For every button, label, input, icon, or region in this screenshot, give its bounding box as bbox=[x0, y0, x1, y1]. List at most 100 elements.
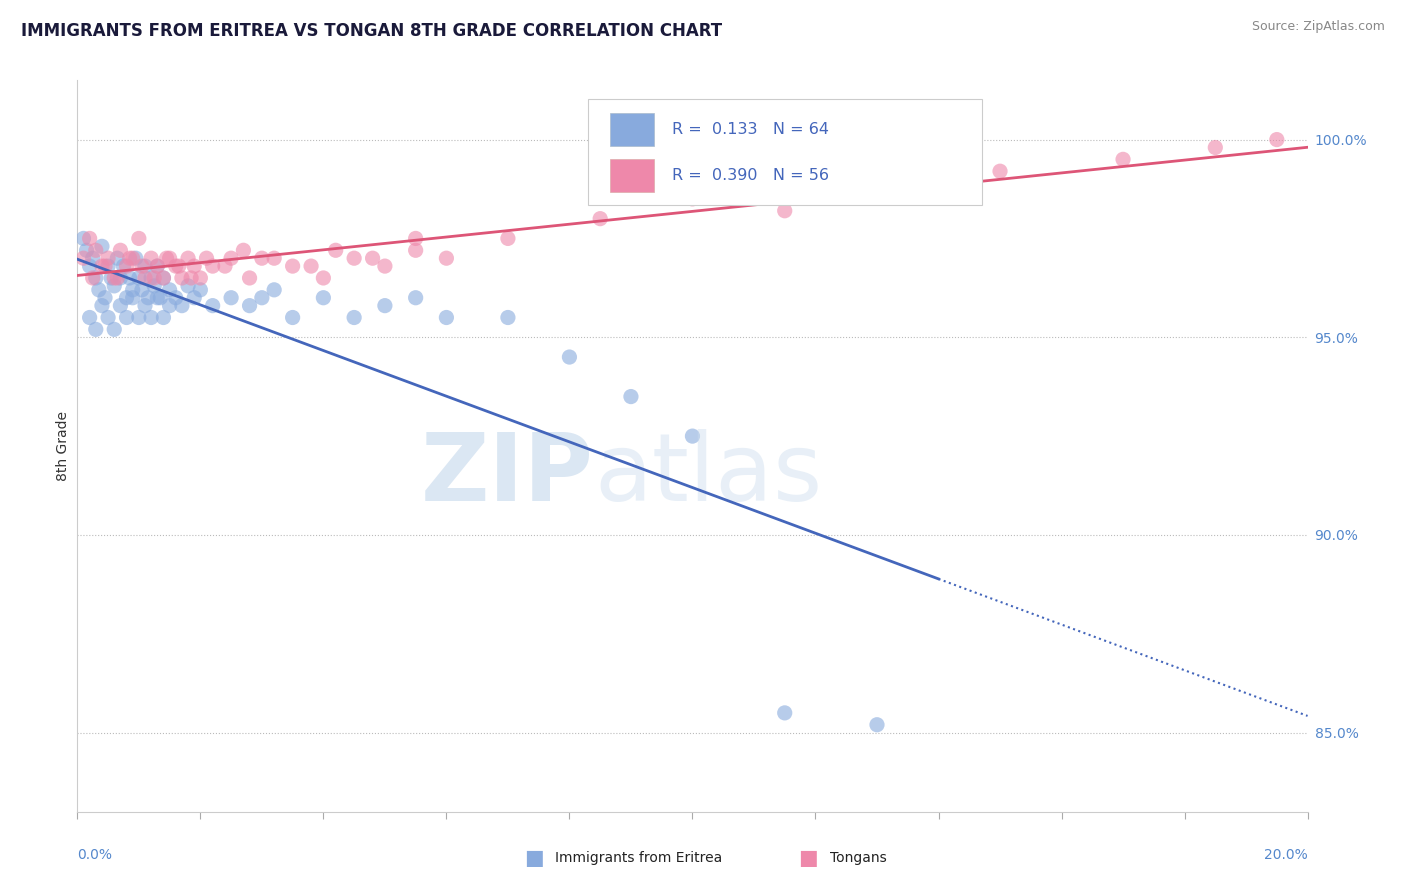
Point bbox=[374, 299, 396, 313]
Point bbox=[115, 310, 138, 325]
Point bbox=[180, 271, 202, 285]
Point bbox=[134, 259, 156, 273]
FancyBboxPatch shape bbox=[610, 112, 654, 145]
Point bbox=[103, 322, 125, 336]
Point bbox=[325, 244, 347, 258]
Point bbox=[159, 283, 181, 297]
Point bbox=[312, 291, 335, 305]
Point bbox=[118, 271, 141, 285]
Point bbox=[405, 231, 427, 245]
Point bbox=[155, 251, 177, 265]
Point bbox=[239, 299, 262, 313]
Point bbox=[115, 291, 138, 305]
Text: Source: ZipAtlas.com: Source: ZipAtlas.com bbox=[1251, 20, 1385, 33]
Text: IMMIGRANTS FROM ERITREA VS TONGAN 8TH GRADE CORRELATION CHART: IMMIGRANTS FROM ERITREA VS TONGAN 8TH GR… bbox=[21, 22, 723, 40]
Text: 20.0%: 20.0% bbox=[1264, 848, 1308, 863]
Text: atlas: atlas bbox=[595, 429, 823, 521]
Point bbox=[374, 259, 396, 273]
Point bbox=[84, 271, 107, 285]
Point bbox=[141, 251, 163, 265]
Point bbox=[250, 251, 273, 265]
Point bbox=[558, 350, 581, 364]
Point bbox=[128, 231, 150, 245]
Point bbox=[219, 251, 242, 265]
Point bbox=[165, 291, 187, 305]
Point bbox=[190, 283, 212, 297]
Point bbox=[131, 283, 153, 297]
Point bbox=[97, 259, 120, 273]
Point bbox=[620, 390, 643, 404]
Point bbox=[84, 244, 107, 258]
FancyBboxPatch shape bbox=[610, 159, 654, 192]
Point bbox=[263, 251, 285, 265]
Point bbox=[214, 259, 236, 273]
Point bbox=[149, 291, 172, 305]
Point bbox=[436, 251, 458, 265]
Point bbox=[312, 271, 335, 285]
Point bbox=[170, 299, 193, 313]
Point bbox=[125, 251, 148, 265]
Point bbox=[128, 271, 150, 285]
Point bbox=[110, 299, 132, 313]
Point bbox=[773, 706, 796, 720]
Point bbox=[152, 271, 174, 285]
Point bbox=[682, 192, 704, 206]
Point bbox=[165, 259, 187, 273]
Point bbox=[159, 251, 181, 265]
Point bbox=[159, 299, 181, 313]
Point bbox=[281, 310, 304, 325]
Point bbox=[589, 211, 612, 226]
Point bbox=[167, 259, 190, 273]
Point bbox=[773, 203, 796, 218]
Point bbox=[232, 244, 254, 258]
Point bbox=[72, 231, 94, 245]
Point bbox=[177, 278, 200, 293]
Point bbox=[343, 251, 366, 265]
Point bbox=[103, 271, 125, 285]
Point bbox=[105, 251, 128, 265]
Point bbox=[299, 259, 322, 273]
Point bbox=[866, 717, 889, 731]
Point bbox=[183, 291, 205, 305]
Point bbox=[103, 278, 125, 293]
Point bbox=[281, 259, 304, 273]
Point bbox=[183, 259, 205, 273]
Text: ■: ■ bbox=[524, 848, 544, 868]
Point bbox=[201, 299, 224, 313]
Point bbox=[1204, 140, 1226, 154]
Text: Immigrants from Eritrea: Immigrants from Eritrea bbox=[555, 851, 723, 865]
Point bbox=[134, 299, 156, 313]
Text: R =  0.133   N = 64: R = 0.133 N = 64 bbox=[672, 122, 828, 136]
Point bbox=[136, 291, 159, 305]
Point bbox=[79, 310, 101, 325]
Point bbox=[988, 164, 1011, 178]
Point bbox=[141, 310, 163, 325]
Point bbox=[82, 251, 104, 265]
Point bbox=[170, 271, 193, 285]
Text: 0.0%: 0.0% bbox=[77, 848, 112, 863]
Point bbox=[361, 251, 384, 265]
Point bbox=[97, 310, 120, 325]
Point bbox=[405, 291, 427, 305]
Point bbox=[121, 291, 143, 305]
Point bbox=[201, 259, 224, 273]
Point bbox=[115, 259, 138, 273]
FancyBboxPatch shape bbox=[588, 99, 981, 204]
Point bbox=[866, 180, 889, 194]
Text: R =  0.390   N = 56: R = 0.390 N = 56 bbox=[672, 168, 828, 183]
Point bbox=[1112, 153, 1135, 167]
Point bbox=[94, 291, 117, 305]
Point bbox=[90, 299, 114, 313]
Point bbox=[110, 244, 132, 258]
Point bbox=[72, 251, 94, 265]
Point bbox=[146, 291, 169, 305]
Point bbox=[177, 251, 200, 265]
Point bbox=[195, 251, 218, 265]
Point bbox=[436, 310, 458, 325]
Point bbox=[250, 291, 273, 305]
Point bbox=[496, 231, 519, 245]
Point bbox=[152, 271, 174, 285]
Point bbox=[97, 251, 120, 265]
Text: ZIP: ZIP bbox=[422, 429, 595, 521]
Point bbox=[134, 271, 156, 285]
